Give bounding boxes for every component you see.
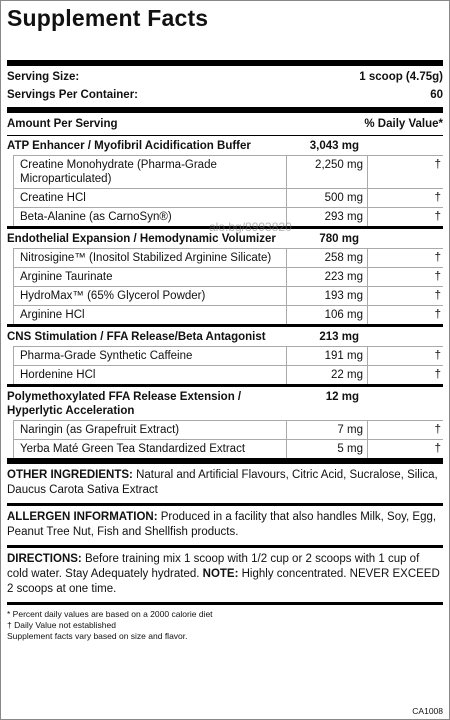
ingredient-dv: † [434,424,441,436]
ingredient-row: Beta-Alanine (as CarnoSyn®) 293 mg † [13,207,443,226]
ingredient-row: Creatine Monohydrate (Pharma-Grade Micro… [13,155,443,188]
ingredient-dv: † [434,159,441,171]
servings-row: Servings Per Container: 60 [7,84,443,107]
other-ingredients: OTHER INGREDIENTS: Natural and Artificia… [7,464,443,503]
text: Before training mix 1 scoop with 1/2 cup… [7,553,420,580]
ingredient-row: Naringin (as Grapefruit Extract) 7 mg † [13,420,443,439]
ingredient-name: HydroMax™ (65% Glycerol Powder) [13,287,287,305]
ingredient-amount: 258 mg [287,249,368,267]
blend-row: CNS Stimulation / FFA Release/Beta Antag… [7,327,443,346]
divider [7,60,443,66]
ingredient-name: Nitrosigine™ (Inositol Stabilized Argini… [13,249,287,267]
directions: DIRECTIONS: Before training mix 1 scoop … [7,548,443,602]
ingredient-dv: † [434,309,441,321]
divider [7,324,443,327]
ingredient-amount: 5 mg [287,440,368,458]
ingredient-row: Hordenine HCl 22 mg † [13,365,443,384]
divider [7,226,443,229]
header-row: Amount Per Serving % Daily Value* [7,113,443,135]
ingredient-name: Yerba Maté Green Tea Standardized Extrac… [13,440,287,458]
note-text: Highly concentrated. NEVER EXCEED 2 scoo… [7,568,440,595]
ingredient-amount: 223 mg [287,268,368,286]
ingredient-name: Arginine HCl [13,306,287,324]
ingredient-name: Naringin (as Grapefruit Extract) [13,421,287,439]
divider [7,107,443,113]
footnote: † Daily Value not established [7,620,116,630]
serving-size-row: Serving Size: 1 scoop (4.75g) [7,66,443,84]
blends: ATP Enhancer / Myofibril Acidification B… [7,136,443,458]
ingredient-row: Creatine HCl 500 mg † [13,188,443,207]
ingredient-row: Nitrosigine™ (Inositol Stabilized Argini… [13,248,443,267]
divider [7,135,443,136]
ingredient-row: Yerba Maté Green Tea Standardized Extrac… [13,439,443,458]
code: CA1008 [412,706,443,716]
blend-row: Endothelial Expansion / Hemodynamic Volu… [7,229,443,248]
blend-name: CNS Stimulation / FFA Release/Beta Antag… [7,331,266,343]
text: Natural and Artificial Flavours, Citric … [7,469,438,496]
label: ALLERGEN INFORMATION: [7,511,158,523]
text: Produced in a facility that also handles… [7,511,437,538]
divider [7,503,443,506]
ingredient-row: HydroMax™ (65% Glycerol Powder) 193 mg † [13,286,443,305]
divider [7,458,443,464]
divider [7,384,443,387]
ingredient-amount: 293 mg [287,208,368,226]
ingredient-dv: † [434,271,441,283]
footnotes: * Percent daily values are based on a 20… [7,605,443,642]
ingredient-dv: † [434,443,441,455]
divider [7,602,443,605]
serving-size: 1 scoop (4.75g) [359,71,443,83]
label: OTHER INGREDIENTS: [7,469,133,481]
allergen: ALLERGEN INFORMATION: Produced in a faci… [7,506,443,545]
watermark: alo.bg/8993820 [209,220,292,234]
ingredient-dv: † [434,211,441,223]
ingredient-amount: 2,250 mg [287,156,368,188]
serving-size-label: Serving Size: [7,71,80,83]
ingredient-row: Arginine Taurinate 223 mg † [13,267,443,286]
ingredient-dv: † [434,192,441,204]
blend-amount: 213 mg [319,331,359,343]
blend-amount: 780 mg [319,233,359,245]
blend-name: Endothelial Expansion / Hemodynamic Volu… [7,233,276,245]
ingredient-dv: † [434,290,441,302]
servings-label: Servings Per Container: [7,89,139,101]
ingredient-row: Pharma-Grade Synthetic Caffeine 191 mg † [13,346,443,365]
ingredient-name: Pharma-Grade Synthetic Caffeine [13,347,287,365]
blend-row: Polymethoxylated FFA Release Extension /… [7,387,443,420]
ingredient-amount: 193 mg [287,287,368,305]
amount-header: Amount Per Serving [7,118,118,130]
ingredient-name: Hordenine HCl [13,366,287,384]
servings: 60 [430,89,443,101]
label: DIRECTIONS: [7,553,82,565]
ingredient-name: Creatine Monohydrate (Pharma-Grade Micro… [13,156,287,188]
ingredient-amount: 7 mg [287,421,368,439]
ingredient-amount: 500 mg [287,189,368,207]
blend-row: ATP Enhancer / Myofibril Acidification B… [7,136,443,155]
ingredient-row: Arginine HCl 106 mg † [13,305,443,324]
dv-header: % Daily Value* [364,118,443,130]
ingredient-name: Beta-Alanine (as CarnoSyn®) [13,208,287,226]
divider [7,545,443,548]
ingredient-dv: † [434,252,441,264]
ingredient-dv: † [434,350,441,362]
ingredient-dv: † [434,369,441,381]
ingredient-name: Arginine Taurinate [13,268,287,286]
ingredient-amount: 106 mg [287,306,368,324]
footnote: Supplement facts vary based on size and … [7,631,188,641]
ingredient-amount: 22 mg [287,366,368,384]
blend-name: ATP Enhancer / Myofibril Acidification B… [7,140,251,152]
title: Supplement Facts [7,5,209,31]
blend-amount: 12 mg [325,391,359,403]
ingredient-name: Creatine HCl [13,189,287,207]
footnote: * Percent daily values are based on a 20… [7,609,213,619]
blend-amount: 3,043 mg [309,140,359,152]
blend-name: Polymethoxylated FFA Release Extension /… [7,391,242,417]
ingredient-amount: 191 mg [287,347,368,365]
note-label: NOTE: [202,568,239,580]
